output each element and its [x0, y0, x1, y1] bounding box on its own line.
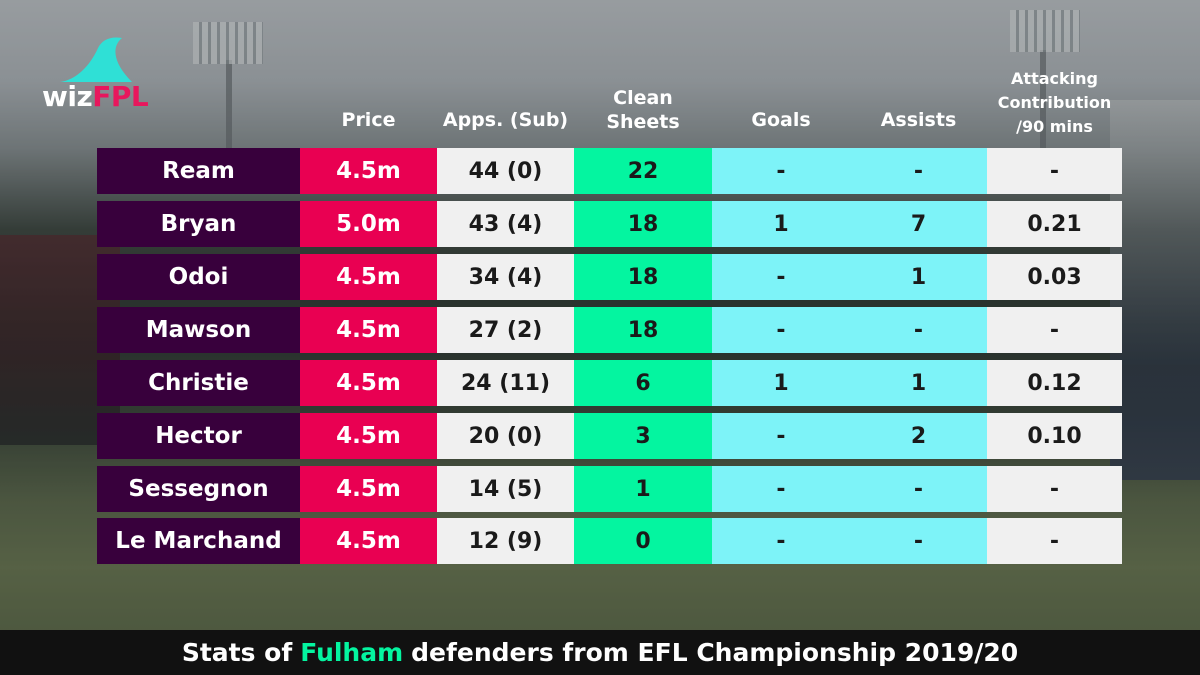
- player-name: Hector: [97, 413, 300, 459]
- player-goals: -: [712, 148, 850, 194]
- player-clean-sheets: 22: [574, 148, 712, 194]
- player-price: 5.0m: [300, 201, 437, 247]
- player-name: Christie: [97, 360, 300, 406]
- header-attacking-line3: /90 mins: [1016, 117, 1093, 136]
- player-goals: -: [712, 307, 850, 353]
- player-assists: 7: [850, 201, 987, 247]
- header-apps: Apps. (Sub): [442, 109, 569, 131]
- player-apps: 27 (2): [437, 307, 574, 353]
- player-attacking: -: [987, 148, 1122, 194]
- player-name: Odoi: [97, 254, 300, 300]
- player-assists: 1: [850, 360, 987, 406]
- player-price: 4.5m: [300, 466, 437, 512]
- player-attacking: -: [987, 518, 1122, 564]
- player-apps: 14 (5): [437, 466, 574, 512]
- player-assists: -: [850, 148, 987, 194]
- logo-text-wiz: wiz: [42, 80, 93, 113]
- player-apps: 44 (0): [437, 148, 574, 194]
- player-clean-sheets: 18: [574, 307, 712, 353]
- header-attacking-line2: Contribution: [997, 93, 1112, 112]
- stadium-stand-right: [1110, 100, 1200, 480]
- player-price: 4.5m: [300, 413, 437, 459]
- player-attacking: 0.03: [987, 254, 1122, 300]
- player-apps: 20 (0): [437, 413, 574, 459]
- player-name: Bryan: [97, 201, 300, 247]
- player-clean-sheets: 0: [574, 518, 712, 564]
- player-apps: 43 (4): [437, 201, 574, 247]
- player-attacking: 0.12: [987, 360, 1122, 406]
- footer-team-highlight: Fulham: [300, 638, 404, 667]
- player-goals: -: [712, 254, 850, 300]
- header-assists: Assists: [880, 109, 957, 131]
- player-goals: -: [712, 413, 850, 459]
- player-clean-sheets: 3: [574, 413, 712, 459]
- player-price: 4.5m: [300, 148, 437, 194]
- header-clean-sheets-line1: Clean: [613, 87, 673, 109]
- player-clean-sheets: 18: [574, 201, 712, 247]
- player-clean-sheets: 1: [574, 466, 712, 512]
- floodlight-left: [193, 22, 263, 64]
- table-row: Hector 4.5m 20 (0) 3 - 2 0.10: [97, 413, 1122, 459]
- header-attacking-line1: Attacking: [1011, 69, 1098, 88]
- header-price: Price: [341, 109, 396, 131]
- table-row: Ream 4.5m 44 (0) 22 - - -: [97, 148, 1122, 194]
- player-name: Mawson: [97, 307, 300, 353]
- player-price: 4.5m: [300, 518, 437, 564]
- player-clean-sheets: 6: [574, 360, 712, 406]
- floodlight-right: [1010, 10, 1080, 52]
- player-name: Sessegnon: [97, 466, 300, 512]
- player-assists: 2: [850, 413, 987, 459]
- table-row: Mawson 4.5m 27 (2) 18 - - -: [97, 307, 1122, 353]
- footer-caption: Stats of Fulham defenders from EFL Champ…: [0, 630, 1200, 675]
- wizfpl-logo: wizFPL: [42, 36, 157, 116]
- player-goals: 1: [712, 360, 850, 406]
- player-goals: -: [712, 466, 850, 512]
- player-apps: 24 (11): [437, 360, 574, 406]
- player-goals: -: [712, 518, 850, 564]
- player-apps: 34 (4): [437, 254, 574, 300]
- footer-prefix: Stats of: [181, 638, 293, 667]
- table-row: Odoi 4.5m 34 (4) 18 - 1 0.03: [97, 254, 1122, 300]
- floodlight-pole-left: [226, 60, 232, 180]
- player-assists: -: [850, 307, 987, 353]
- header-clean-sheets: Clean Sheets: [574, 86, 712, 134]
- player-price: 4.5m: [300, 360, 437, 406]
- header-clean-sheets-line2: Sheets: [606, 111, 680, 133]
- table-row: Bryan 5.0m 43 (4) 18 1 7 0.21: [97, 201, 1122, 247]
- logo-text-fpl: FPL: [92, 80, 149, 113]
- floodlight-pole-right: [1040, 50, 1046, 160]
- player-goals: 1: [712, 201, 850, 247]
- logo-text: wizFPL: [42, 80, 149, 113]
- player-attacking: -: [987, 466, 1122, 512]
- table-row: Sessegnon 4.5m 14 (5) 1 - - -: [97, 466, 1122, 512]
- player-apps: 12 (9): [437, 518, 574, 564]
- header-attacking: Attacking Contribution /90 mins: [987, 67, 1122, 139]
- header-goals: Goals: [751, 109, 811, 131]
- player-assists: -: [850, 518, 987, 564]
- footer-suffix: defenders from EFL Championship 2019/20: [411, 638, 1019, 667]
- player-name: Le Marchand: [97, 518, 300, 564]
- player-clean-sheets: 18: [574, 254, 712, 300]
- player-name: Ream: [97, 148, 300, 194]
- shark-fin-icon: [60, 37, 132, 82]
- table-row: Christie 4.5m 24 (11) 6 1 1 0.12: [97, 360, 1122, 406]
- player-price: 4.5m: [300, 307, 437, 353]
- player-attacking: 0.10: [987, 413, 1122, 459]
- player-attacking: -: [987, 307, 1122, 353]
- player-assists: 1: [850, 254, 987, 300]
- player-attacking: 0.21: [987, 201, 1122, 247]
- player-assists: -: [850, 466, 987, 512]
- player-price: 4.5m: [300, 254, 437, 300]
- table-row: Le Marchand 4.5m 12 (9) 0 - - -: [97, 518, 1122, 564]
